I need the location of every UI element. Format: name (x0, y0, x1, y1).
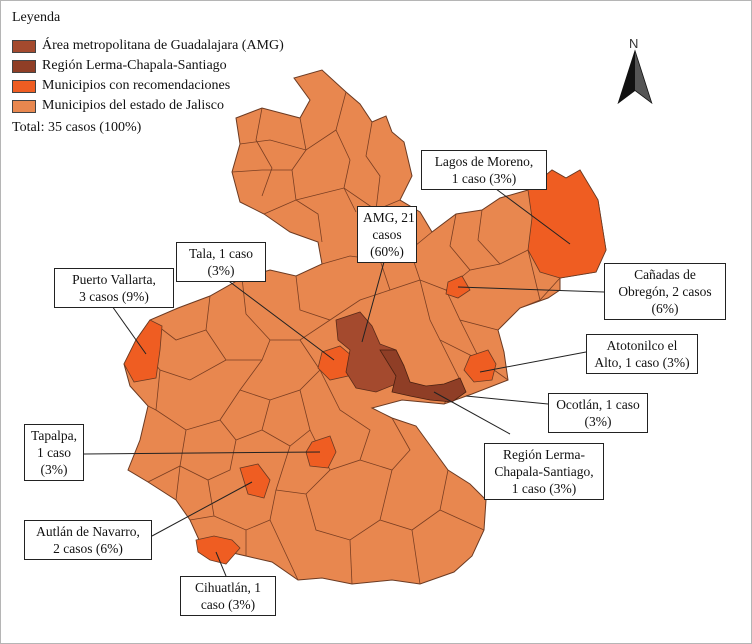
callout-text: caso (3%) (200, 597, 256, 612)
callout-text: 1 caso (3%) (511, 481, 577, 496)
north-arrow: N (613, 36, 657, 110)
callout-text: casos (372, 227, 402, 242)
callout-text: Obregón, 2 casos (618, 284, 712, 299)
callout-text: 2 casos (6%) (53, 541, 123, 556)
callout-autlan: Autlán de Navarro, 2 casos (6%) (24, 520, 152, 560)
callout-text: (60%) (370, 244, 404, 259)
callout-text: 1 caso (3%) (451, 171, 517, 186)
legend-swatch-amg (12, 39, 36, 53)
callout-ocotlan: Ocotlán, 1 caso (3%) (548, 393, 648, 433)
puerto-vallarta-region (123, 319, 163, 383)
legend-item-municipios: Municipios del estado de Jalisco (12, 96, 332, 116)
callout-text: (3%) (40, 462, 68, 477)
callout-text: Cihuatlán, 1 (195, 580, 261, 595)
legend-title: Leyenda (12, 10, 61, 25)
callout-text: Chapala-Santiago, (494, 464, 594, 479)
legend-swatch-municipios (12, 99, 36, 113)
callout-text: Alto, 1 caso (3%) (594, 355, 690, 370)
callout-atotonilco: Atotonilco el Alto, 1 caso (3%) (586, 334, 698, 374)
legend: Leyenda Área metropolitana de Guadalajar… (12, 10, 332, 136)
legend-swatch-lerma (12, 59, 36, 73)
callout-lagos-de-moreno: Lagos de Moreno, 1 caso (3%) (421, 150, 547, 190)
callout-text: AMG, 21 (363, 210, 415, 225)
legend-label: Municipios con recomendaciones (42, 78, 231, 93)
legend-label: Municipios del estado de Jalisco (42, 98, 224, 113)
callout-text: Puerto Vallarta, (72, 272, 156, 287)
callout-text: Atotonilco el (606, 338, 678, 353)
callout-text: Tala, 1 caso (189, 246, 253, 261)
callout-text: Región Lerma- (502, 447, 586, 462)
autlan-region (239, 463, 271, 499)
callout-cihuatlan: Cihuatlán, 1 caso (3%) (180, 576, 276, 616)
cihuatlan-region (195, 535, 241, 565)
callout-text: 1 caso (36, 445, 72, 460)
north-label: N (629, 36, 639, 51)
callout-tapalpa: Tapalpa, 1 caso (3%) (24, 424, 84, 481)
callout-lerma-chapala-santiago: Región Lerma- Chapala-Santiago, 1 caso (… (484, 443, 604, 500)
callout-text: Ocotlán, 1 caso (556, 397, 640, 412)
callout-text: 3 casos (9%) (79, 289, 149, 304)
legend-label: Área metropolitana de Guadalajara (AMG) (42, 38, 284, 53)
legend-total: Total: 35 casos (100%) (12, 120, 142, 135)
callout-text: (6%) (651, 301, 679, 316)
legend-label: Región Lerma-Chapala-Santiago (42, 58, 227, 73)
legend-item-lerma: Región Lerma-Chapala-Santiago (12, 56, 332, 76)
atotonilco-region (463, 349, 497, 383)
callout-canadas-obregon: Cañadas de Obregón, 2 casos (6%) (604, 263, 726, 320)
legend-item-amg: Área metropolitana de Guadalajara (AMG) (12, 36, 332, 56)
leader-lines (83, 185, 605, 577)
legend-swatch-recomendaciones (12, 79, 36, 93)
callout-text: (3%) (207, 263, 235, 278)
callout-text: Autlán de Navarro, (36, 524, 140, 539)
callout-puerto-vallarta: Puerto Vallarta, 3 casos (9%) (54, 268, 174, 308)
lerma-chapala-santiago-region (379, 349, 467, 403)
callout-text: Cañadas de (634, 267, 696, 282)
callout-amg: AMG, 21 casos (60%) (357, 206, 417, 263)
callout-tala: Tala, 1 caso (3%) (176, 242, 266, 282)
legend-item-recomendaciones: Municipios con recomendaciones (12, 76, 332, 96)
callout-text: (3%) (584, 414, 612, 429)
callout-text: Lagos de Moreno, (434, 154, 534, 169)
north-arrow-icon (617, 49, 653, 105)
callout-text: Tapalpa, (31, 428, 77, 443)
lagos-de-moreno-region (527, 169, 607, 279)
